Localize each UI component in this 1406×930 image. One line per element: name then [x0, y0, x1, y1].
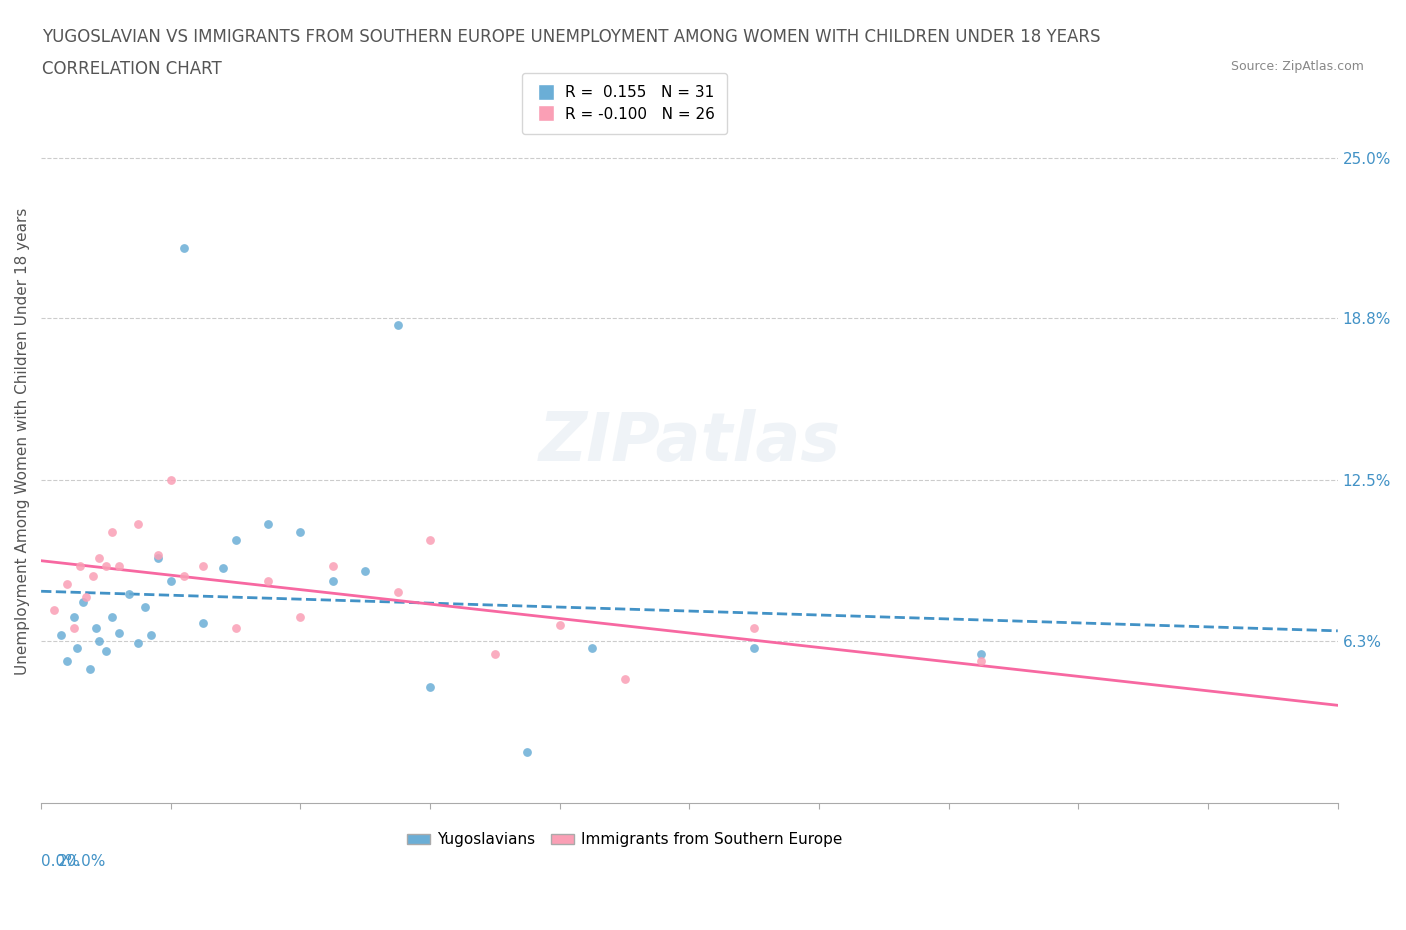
Point [127, 636, 149, 651]
Point [742, 620, 765, 635]
Point [101, 525, 124, 539]
Point [76, 590, 98, 604]
Point [581, 641, 603, 656]
Text: 0.0%: 0.0% [41, 854, 80, 869]
Point [970, 654, 993, 669]
Point [257, 517, 280, 532]
Point [484, 646, 506, 661]
Point [322, 574, 344, 589]
Point [62, 610, 84, 625]
Point [419, 533, 441, 548]
Text: CORRELATION CHART: CORRELATION CHART [42, 60, 222, 78]
Point [42, 603, 65, 618]
Point [108, 626, 131, 641]
Point [94, 558, 117, 573]
Point [742, 641, 765, 656]
Point [516, 744, 538, 759]
Point [49, 628, 72, 643]
Point [548, 618, 571, 632]
Point [117, 587, 139, 602]
Point [101, 610, 124, 625]
Point [56, 654, 79, 669]
Point [146, 548, 169, 563]
Point [69, 558, 91, 573]
Point [290, 610, 312, 625]
Point [94, 644, 117, 658]
Point [613, 672, 636, 687]
Point [290, 525, 312, 539]
Point [89, 633, 111, 648]
Point [173, 241, 195, 256]
Point [173, 568, 195, 583]
Point [134, 600, 156, 615]
Point [141, 628, 163, 643]
Point [72, 594, 94, 609]
Text: 20.0%: 20.0% [58, 854, 105, 869]
Point [322, 558, 344, 573]
Point [62, 620, 84, 635]
Point [387, 318, 409, 333]
Point [127, 517, 149, 532]
Point [419, 680, 441, 695]
Point [79, 661, 101, 676]
Point [159, 473, 181, 488]
Point [84, 620, 107, 635]
Text: ZIPatlas: ZIPatlas [538, 409, 841, 474]
Text: YUGOSLAVIAN VS IMMIGRANTS FROM SOUTHERN EUROPE UNEMPLOYMENT AMONG WOMEN WITH CHI: YUGOSLAVIAN VS IMMIGRANTS FROM SOUTHERN … [42, 28, 1101, 46]
Point [146, 551, 169, 565]
Point [66, 641, 89, 656]
Point [159, 574, 181, 589]
Point [257, 574, 280, 589]
Text: Source: ZipAtlas.com: Source: ZipAtlas.com [1230, 60, 1364, 73]
Point [970, 646, 993, 661]
Point [354, 564, 377, 578]
Point [193, 558, 215, 573]
Point [108, 558, 131, 573]
Point [387, 584, 409, 599]
Point [56, 577, 79, 591]
Point [225, 533, 247, 548]
Point [89, 551, 111, 565]
Point [211, 561, 233, 576]
Y-axis label: Unemployment Among Women with Children Under 18 years: Unemployment Among Women with Children U… [15, 208, 30, 675]
Point [193, 615, 215, 630]
Legend: Yugoslavians, Immigrants from Southern Europe: Yugoslavians, Immigrants from Southern E… [401, 827, 849, 854]
Point [82, 568, 104, 583]
Point [225, 620, 247, 635]
